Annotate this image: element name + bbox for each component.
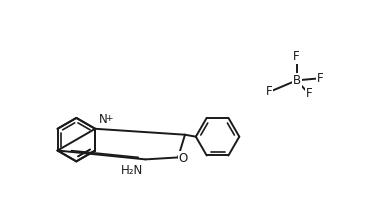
Text: F: F <box>266 85 272 98</box>
Text: F: F <box>293 50 300 63</box>
Text: B: B <box>292 74 301 87</box>
Text: H₂N: H₂N <box>120 164 143 177</box>
Text: O: O <box>178 152 188 165</box>
Text: N: N <box>99 113 108 126</box>
Text: F: F <box>317 72 324 85</box>
Text: F: F <box>306 87 313 100</box>
Text: +: + <box>105 114 113 123</box>
